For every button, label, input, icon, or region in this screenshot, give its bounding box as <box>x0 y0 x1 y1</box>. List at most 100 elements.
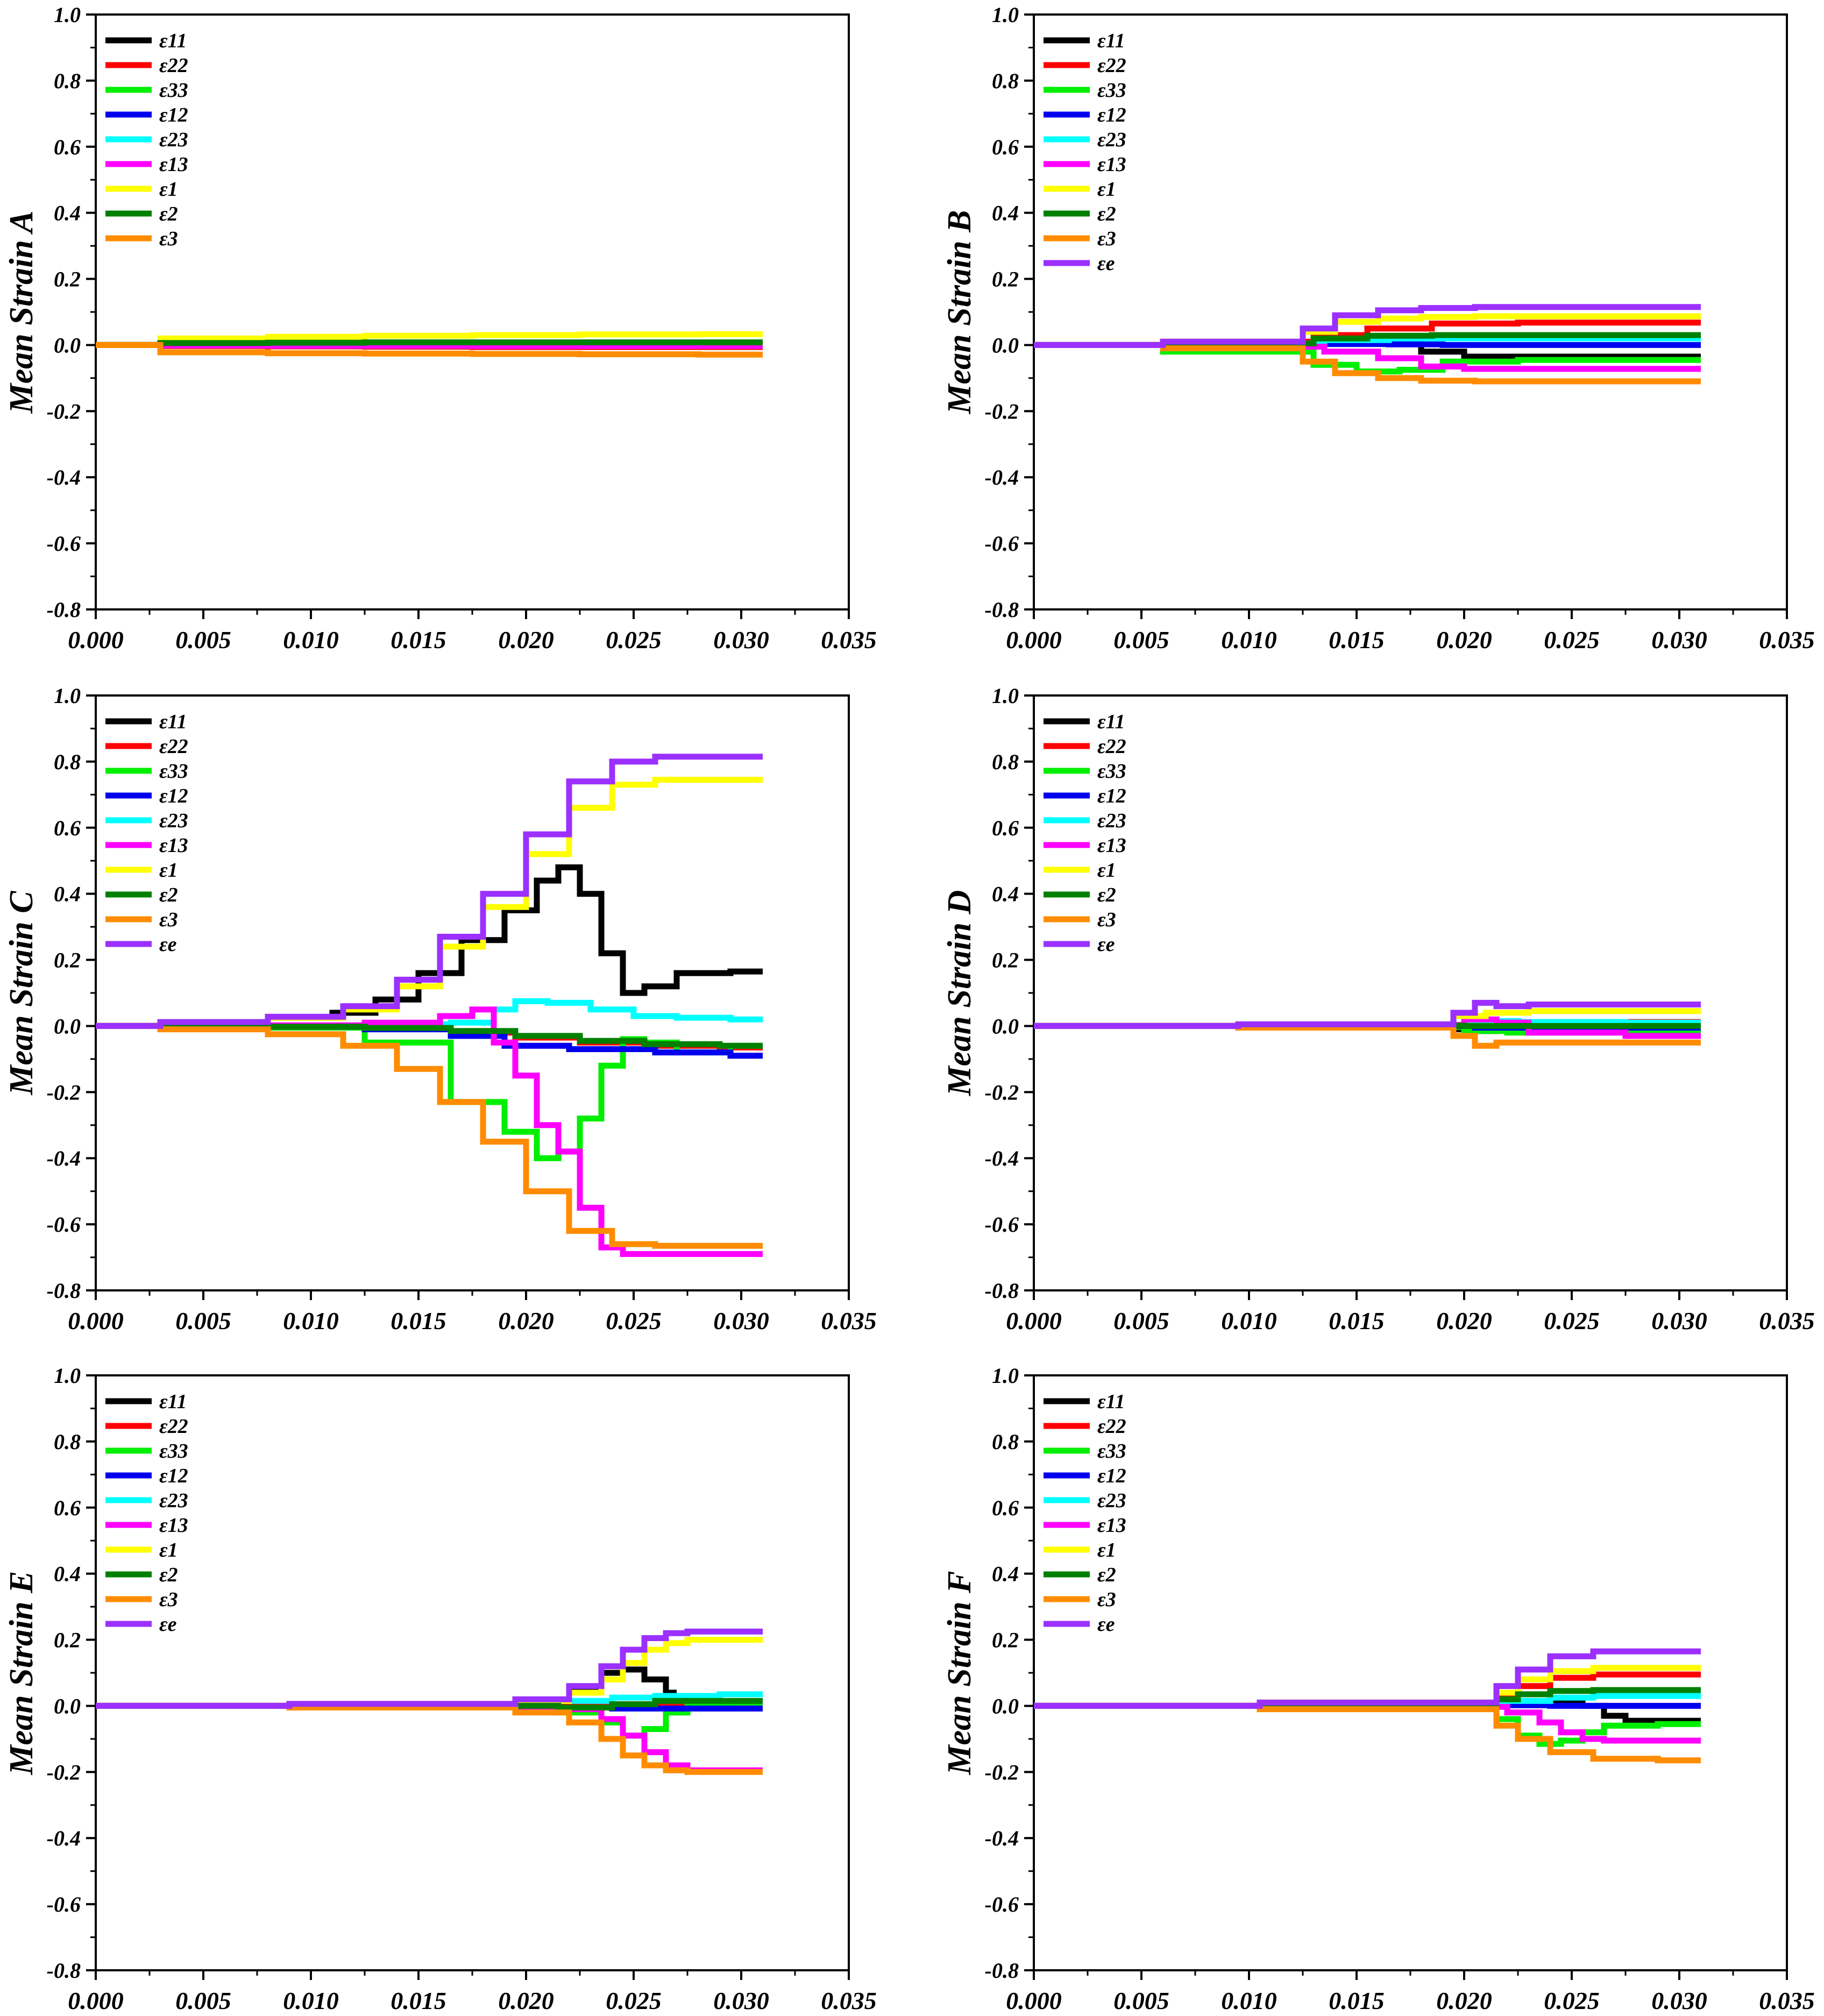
y-tick-label: 0.8 <box>54 69 81 93</box>
legend-label: ε22 <box>1097 735 1126 758</box>
y-tick-label: 0.2 <box>992 948 1019 972</box>
chart-panel-5: 0.000 0.005 0.010 0.015 0.020 0.025 0.030 0.035… <box>941 1364 1815 2014</box>
series-line <box>96 754 763 1029</box>
legend-label: ε23 <box>159 810 188 832</box>
legend-label: ε12 <box>159 785 188 807</box>
legend-label: ε11 <box>1097 30 1125 52</box>
y-tick-label: 0.2 <box>54 948 81 972</box>
legend-label: ε1 <box>1097 1539 1116 1561</box>
y-tick-label: -0.8 <box>47 598 81 622</box>
y-tick-label: 0.6 <box>992 135 1019 159</box>
y-tick-label: -0.6 <box>47 1212 81 1237</box>
legend-label: ε1 <box>1097 859 1116 882</box>
legend-label: ε22 <box>159 54 188 77</box>
y-tick-label: 0.6 <box>54 135 81 159</box>
legend-label: ε2 <box>1097 1564 1116 1586</box>
legend-label: ε13 <box>1097 834 1126 857</box>
x-tick-label: 0.015 <box>391 1307 446 1334</box>
legend-label: ε33 <box>1097 1440 1126 1463</box>
y-tick-label: 0.2 <box>992 1628 1019 1652</box>
y-tick-label: 0.6 <box>992 1496 1019 1520</box>
y-tick-label: 0.4 <box>992 201 1019 225</box>
legend-label: ε1 <box>159 178 178 201</box>
series-line <box>96 864 763 1029</box>
x-tick-label: 0.020 <box>498 626 554 654</box>
series-line <box>96 342 763 358</box>
series-line <box>96 1023 763 1049</box>
legend-label: εe <box>159 933 177 956</box>
y-tick-label: -0.4 <box>47 1146 81 1170</box>
y-axis-title: Mean Strain D <box>941 890 978 1096</box>
series-line <box>96 1698 763 1710</box>
x-tick-label: 0.025 <box>1544 626 1600 654</box>
legend-label: ε33 <box>159 760 188 783</box>
x-tick-label: 0.000 <box>1006 1987 1062 2014</box>
x-tick-label: 0.035 <box>1759 1307 1815 1334</box>
legend-label: ε11 <box>159 711 187 733</box>
y-axis-title: Mean Strain C <box>3 891 40 1096</box>
x-tick-label: 0.000 <box>68 1987 124 2014</box>
y-tick-label: 0.6 <box>54 816 81 840</box>
y-tick-label: 0.4 <box>54 882 81 906</box>
y-tick-label: 0.4 <box>54 201 81 225</box>
x-tick-label: 0.030 <box>1651 1987 1707 2014</box>
legend-label: ε12 <box>1097 785 1126 807</box>
x-tick-label: 0.030 <box>713 626 769 654</box>
chart-panel-1: 0.000 0.005 0.010 0.015 0.020 0.025 0.030 0.035… <box>941 3 1815 654</box>
legend-label: ε33 <box>159 79 188 102</box>
legend-label: εe <box>1097 1613 1115 1636</box>
y-tick-label: 1.0 <box>54 1364 81 1388</box>
legend-label: ε3 <box>1097 908 1116 931</box>
y-tick-label: 1.0 <box>992 3 1019 27</box>
legend-label: ε2 <box>159 884 178 906</box>
x-tick-label: 0.020 <box>1436 1307 1492 1334</box>
legend-label: ε13 <box>1097 153 1126 176</box>
x-tick-label: 0.015 <box>391 1987 446 2014</box>
x-tick-label: 0.035 <box>1759 626 1815 654</box>
legend-label: εe <box>159 1613 177 1636</box>
y-tick-label: 0.0 <box>992 333 1019 357</box>
y-axis-title: Mean Strain A <box>3 211 40 414</box>
y-tick-label: 0.8 <box>992 1430 1019 1454</box>
plot-frame <box>95 13 850 611</box>
series-line <box>96 1702 763 1773</box>
legend-label: ε12 <box>1097 1465 1126 1487</box>
legend-label: ε2 <box>159 203 178 225</box>
series-line <box>1034 999 1701 1029</box>
legend-label: ε2 <box>1097 203 1116 225</box>
x-tick-label: 0.035 <box>1759 1987 1815 2014</box>
y-tick-label: -0.4 <box>985 1826 1019 1850</box>
x-tick-label: 0.010 <box>283 1987 339 2014</box>
series-line <box>96 339 763 348</box>
legend-label: ε23 <box>159 129 188 151</box>
x-tick-label: 0.035 <box>821 1307 877 1334</box>
legend-label: ε13 <box>159 834 188 857</box>
y-tick-label: 0.6 <box>54 1496 81 1520</box>
x-tick-label: 0.030 <box>1651 626 1707 654</box>
chart-panel-4: 0.000 0.005 0.010 0.015 0.020 0.025 0.030 0.035… <box>3 1364 877 2014</box>
legend-label: ε12 <box>159 104 188 126</box>
legend-label: ε2 <box>159 1564 178 1586</box>
legend-label: ε2 <box>1097 884 1116 906</box>
legend-label: ε1 <box>1097 178 1116 201</box>
x-tick-label: 0.005 <box>1113 1307 1169 1334</box>
x-tick-label: 0.015 <box>391 626 446 654</box>
y-tick-label: -0.4 <box>47 1826 81 1850</box>
legend-label: ε3 <box>1097 228 1116 250</box>
legend-label: ε13 <box>159 1514 188 1537</box>
legend-label: ε11 <box>1097 711 1125 733</box>
y-tick-label: -0.2 <box>47 1760 81 1784</box>
y-tick-label: 0.8 <box>54 750 81 774</box>
legend-label: ε22 <box>1097 54 1126 77</box>
y-tick-label: -0.4 <box>985 465 1019 489</box>
y-tick-label: -0.8 <box>985 1279 1019 1303</box>
x-tick-label: 0.015 <box>1329 1987 1385 2014</box>
x-tick-label: 0.000 <box>68 626 124 654</box>
y-tick-label: 0.0 <box>992 1014 1019 1038</box>
x-tick-label: 0.005 <box>175 1307 231 1334</box>
series-line <box>96 1628 763 1709</box>
x-tick-label: 0.010 <box>283 1307 339 1334</box>
x-tick-label: 0.000 <box>1006 626 1062 654</box>
series-line <box>1034 342 1701 375</box>
y-tick-label: 1.0 <box>54 3 81 27</box>
